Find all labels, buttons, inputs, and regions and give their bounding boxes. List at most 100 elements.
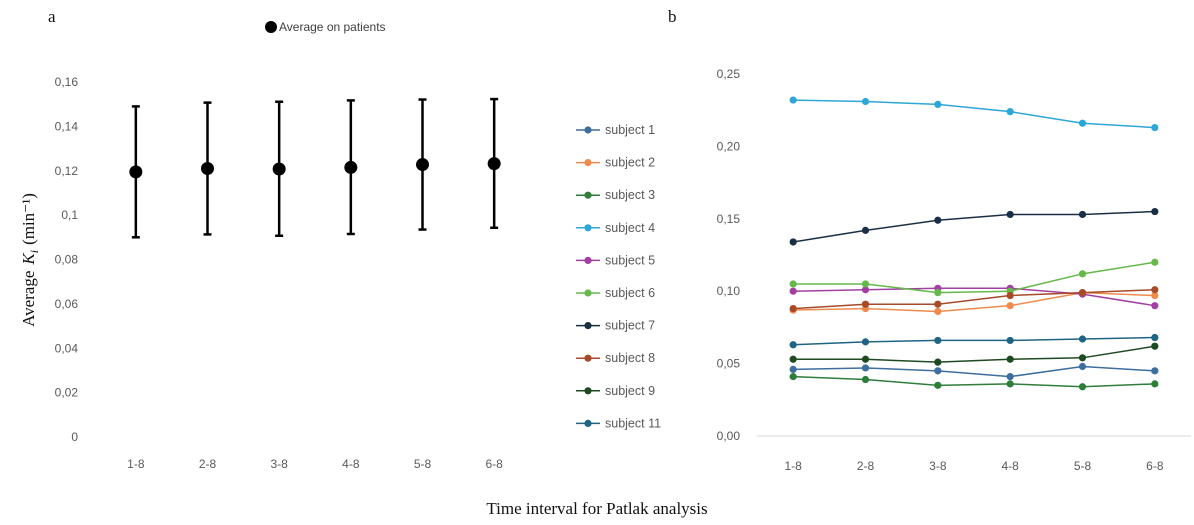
- panel-b-legend-label: subject 11: [605, 416, 661, 430]
- panel-b-series-point: [934, 336, 942, 345]
- panel-a-x-tick-label: 2-8: [199, 457, 217, 471]
- panel-b-series-point: [934, 367, 942, 375]
- panel-b-legend-label: subject 5: [605, 253, 655, 267]
- panel-b-series-point: [861, 355, 870, 363]
- panel-a-y-axis-label-unit: (min⁻¹): [19, 193, 38, 245]
- panel-b-series-point: [789, 280, 797, 288]
- panel-b-legend-label: subject 4: [605, 221, 655, 235]
- panel-a-y-axis-label-subscript: i: [27, 250, 41, 253]
- panel-b-series-point: [1078, 289, 1087, 297]
- panel-a-chart: Average on patients Average Ki (min⁻¹) 0 0,…: [19, 20, 503, 471]
- panel-b-x-tick-label: 3-8: [929, 459, 947, 473]
- panel-b-x-tick-label: 2-8: [857, 459, 875, 473]
- panel-b-legend-marker: [584, 191, 592, 199]
- panel-b-series-point: [789, 355, 797, 363]
- panel-b-series-point: [861, 338, 870, 346]
- panel-a-y-tick-label: 0,12: [55, 164, 79, 178]
- panel-b-legend-marker: [584, 322, 592, 330]
- panel-b-series-point: [1006, 380, 1014, 388]
- panel-b-series-point: [1078, 383, 1087, 391]
- panel-b-series-point: [1006, 355, 1014, 363]
- panel-a-y-tick-label: 0,02: [55, 386, 79, 400]
- panel-b-series-point: [789, 373, 797, 381]
- panel-b-series-point: [1151, 380, 1159, 388]
- panel-b-series-line: [793, 375, 1155, 388]
- panel-b-series-point: [1151, 123, 1159, 132]
- panel-b-series-point: [934, 300, 942, 308]
- panel-a-data-point: [487, 157, 501, 171]
- panel-a-y-axis-label-symbol: K: [19, 252, 38, 266]
- panel-b-legend-marker: [584, 289, 592, 297]
- panel-b-x-tick-label: 4-8: [1001, 459, 1019, 473]
- panel-b-y-tick-label: 0,00: [717, 429, 741, 443]
- panel-b-series-point: [861, 300, 870, 308]
- panel-b-y-tick-label: 0,15: [717, 212, 741, 226]
- panel-b-y-tick-label: 0,25: [717, 67, 741, 81]
- panel-b-series-point: [1078, 270, 1087, 278]
- panel-a-y-tick-label: 0,04: [55, 341, 79, 355]
- panel-a-data-point: [272, 162, 286, 176]
- panel-b-series-point: [1078, 335, 1087, 343]
- panel-b-series-line: [793, 261, 1155, 294]
- panel-b-series-point: [861, 364, 870, 372]
- panel-b-y-tick-label: 0,05: [717, 357, 741, 371]
- panel-a-x-tick-label: 6-8: [485, 457, 503, 471]
- panel-b-legend-marker: [584, 354, 592, 362]
- panel-b-series-point: [1006, 291, 1014, 300]
- panel-b-legend-marker: [584, 387, 592, 395]
- panel-b-series-point: [1006, 373, 1014, 381]
- panel-b-series-line: [793, 291, 1155, 313]
- panel-b-series-line: [793, 336, 1155, 346]
- panel-a-data-point: [344, 160, 358, 174]
- panel-a-y-axis-label: Average Ki (min⁻¹): [19, 193, 41, 327]
- panel-b-series-point: [789, 96, 797, 104]
- panel-b-series-point: [861, 97, 870, 106]
- panel-b-legend-label: subject 3: [605, 188, 655, 202]
- panel-b-x-tick-label: 1-8: [784, 459, 802, 473]
- panel-b-series-line: [793, 287, 1155, 307]
- panel-b-series-point: [1006, 210, 1014, 219]
- panel-b-series-point: [1006, 108, 1014, 116]
- panel-a-x-tick-label: 1-8: [127, 457, 145, 471]
- panel-b-series-point: [934, 216, 942, 224]
- panel-b-series-point: [1151, 207, 1159, 216]
- panel-b-series-point: [1078, 119, 1087, 127]
- panel-b-legend-marker: [584, 256, 592, 264]
- panel-b-x-tick-label: 5-8: [1074, 459, 1092, 473]
- panel-b-legend-label: subject 2: [605, 156, 655, 170]
- panel-b-x-tick-label: 6-8: [1146, 459, 1164, 473]
- panel-b-legend: subject 1 subject 2 subject 3 subject 4 subj…: [576, 123, 661, 430]
- panel-b-legend-marker: [584, 224, 592, 232]
- panel-a-legend: Average on patients: [265, 20, 386, 34]
- panel-b-series-point: [1078, 210, 1087, 219]
- panel-b-letter: b: [668, 7, 677, 26]
- panel-b-legend-label: subject 1: [605, 123, 655, 137]
- panel-b-series-point: [934, 381, 942, 389]
- panel-b-series-point: [1078, 354, 1087, 362]
- panel-a-y-tick-label: 0: [71, 430, 78, 444]
- panel-b-legend-marker: [584, 419, 592, 427]
- panel-a-y-tick-label: 0,1: [61, 208, 78, 222]
- panel-b-legend-marker: [584, 159, 592, 167]
- panel-b-series-point: [1151, 333, 1159, 342]
- panel-b-series-point: [1078, 362, 1087, 371]
- panel-b-legend-label: subject 8: [605, 351, 655, 365]
- panel-b-series-point: [1151, 342, 1159, 350]
- panel-b-series-point: [1006, 302, 1014, 310]
- panel-b-series-point: [861, 286, 870, 294]
- panel-a-y-tick-label: 0,06: [55, 297, 79, 311]
- panel-b-series-line: [793, 365, 1155, 378]
- panel-b-legend-label: subject 6: [605, 286, 655, 300]
- panel-a-y-tick-label: 0,08: [55, 253, 79, 267]
- panel-b-series-point: [789, 341, 797, 349]
- panel-b-series-point: [861, 226, 870, 234]
- panel-a-legend-label: Average on patients: [279, 20, 386, 34]
- panel-b-series-line: [793, 210, 1155, 243]
- panel-a-x-tick-label: 5-8: [414, 457, 432, 471]
- panel-b-series-point: [789, 304, 797, 313]
- panel-b-series-point: [934, 358, 942, 366]
- panel-b-series-line: [793, 99, 1155, 129]
- panel-a-y-tick-label: 0,16: [55, 75, 79, 89]
- panel-b-series-line: [793, 345, 1155, 363]
- panel-b-series-point: [1151, 286, 1159, 294]
